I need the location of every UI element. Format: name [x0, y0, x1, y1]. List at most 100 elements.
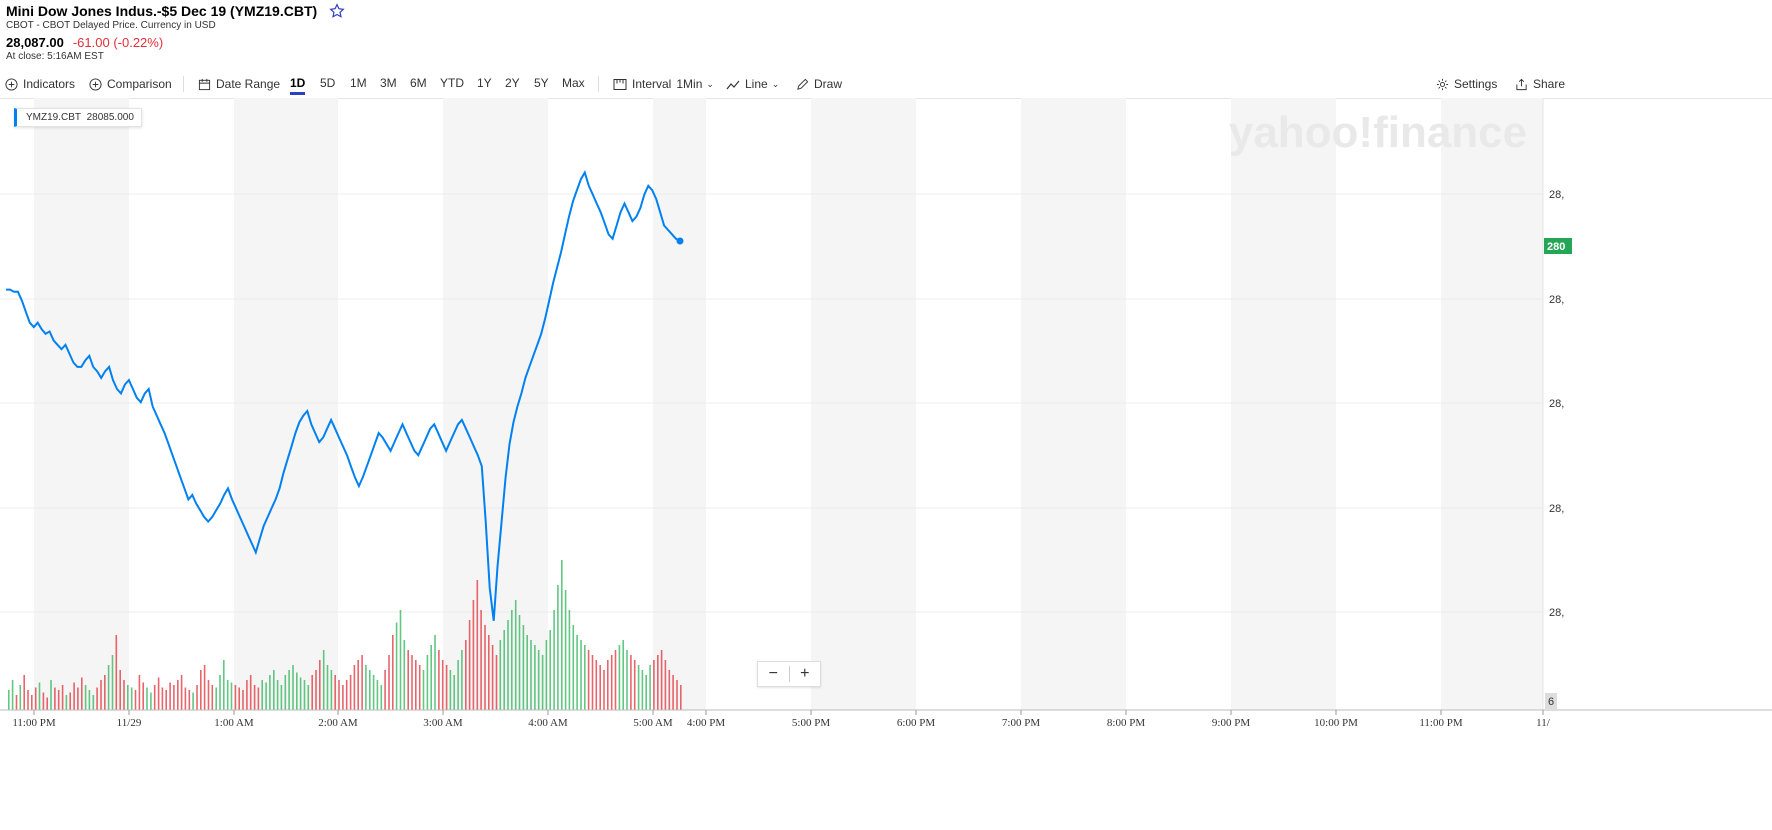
volume-bar [576, 635, 578, 710]
plus-circle-icon [89, 77, 102, 91]
volume-bar [499, 640, 502, 710]
pencil-icon [797, 78, 809, 90]
x-tick-label: 4:00 AM [528, 717, 568, 729]
volume-bar [361, 655, 363, 710]
volume-bar [8, 690, 10, 710]
series-legend: YMZ19.CBT 28085.000 [14, 108, 142, 127]
volume-bar [92, 695, 95, 710]
interval-button[interactable]: Interval 1Min ⌄ [613, 76, 714, 92]
volume-bar [311, 675, 313, 710]
volume-bar [453, 675, 455, 710]
volume-bar [242, 690, 244, 710]
volume-bar [564, 590, 567, 710]
volume-bar [511, 610, 513, 710]
volume-bar [69, 692, 71, 710]
volume-bar [422, 670, 425, 710]
volume-bar [426, 655, 429, 710]
volume-bar [253, 685, 256, 710]
volume-axis-tag [1545, 693, 1557, 709]
volume-bar [34, 687, 37, 710]
volume-bar [626, 650, 628, 710]
indicators-button[interactable]: Indicators [5, 76, 75, 92]
volume-bar [130, 687, 133, 710]
date-range-button[interactable]: Date Range [198, 76, 280, 92]
volume-bar [553, 610, 555, 710]
volume-bar [369, 670, 371, 710]
time-band [1441, 98, 1543, 710]
settings-button[interactable]: Settings [1436, 76, 1497, 92]
volume-bar [23, 675, 25, 710]
quote-change: -61.00 (-0.22%) [72, 35, 164, 50]
volume-bar [11, 680, 14, 710]
x-tick-label: 9:00 PM [1212, 717, 1250, 729]
range-1y[interactable]: 1Y [477, 76, 492, 90]
range-6m[interactable]: 6M [410, 76, 427, 90]
volume-bar [288, 670, 290, 710]
x-axis-ticks: 11:00 PM 11/29 1:00 AM 2:00 AM 3:00 AM 4:00 A… [12, 710, 1551, 729]
chart-type-button[interactable]: Line ⌄ [726, 76, 779, 92]
volume-bar [587, 650, 590, 710]
volume-bar [330, 670, 333, 710]
volume-bar [599, 665, 601, 710]
volume-bar [468, 620, 471, 710]
x-tick-label: 1:00 AM [214, 717, 254, 729]
volume-bars [8, 560, 682, 710]
volume-bar [27, 690, 29, 710]
volume-bar [676, 680, 678, 710]
quote-subtitle: CBOT - CBOT Delayed Price. Currency in U… [6, 20, 216, 31]
toolbar-divider [183, 76, 184, 92]
volume-bar [192, 692, 194, 710]
volume-bar [77, 687, 79, 710]
volume-bar [445, 665, 448, 710]
x-tick-label: 6:00 PM [897, 717, 935, 729]
volume-bar [127, 685, 129, 710]
range-5d[interactable]: 5D [320, 76, 336, 90]
volume-bar [641, 670, 644, 710]
range-1d[interactable]: 1D [290, 76, 306, 95]
range-1m[interactable]: 1M [350, 76, 367, 90]
volume-bar [150, 692, 152, 710]
volume-bar [603, 670, 605, 710]
volume-bar [403, 640, 406, 710]
zoom-out-button[interactable]: − [768, 665, 778, 682]
draw-button[interactable]: Draw [796, 76, 842, 92]
y-tick-label: 28, [1549, 607, 1564, 619]
volume-bar [54, 687, 56, 710]
range-ytd[interactable]: YTD [440, 76, 464, 90]
volume-bar [411, 655, 413, 710]
volume-bar [319, 660, 321, 710]
volume-bar [392, 635, 394, 710]
share-label: Share [1533, 77, 1566, 91]
volume-bar [307, 685, 310, 710]
time-band [443, 98, 548, 710]
price-chart[interactable]: yahoo!finance 28,28,28,28,28, 11:00 PM 11… [0, 98, 1772, 830]
share-button[interactable]: Share [1515, 76, 1565, 92]
volume-bar [584, 645, 586, 710]
comparison-label: Comparison [107, 77, 172, 91]
volume-bar [418, 665, 421, 710]
range-2y[interactable]: 2Y [505, 76, 520, 90]
comparison-button[interactable]: Comparison [89, 76, 172, 92]
range-3m[interactable]: 3M [380, 76, 397, 90]
volume-bar [668, 670, 671, 710]
volume-bar [104, 675, 106, 710]
zoom-in-button[interactable]: + [800, 665, 810, 682]
x-tick-label: 10:00 PM [1314, 717, 1358, 729]
volume-bar [680, 685, 682, 710]
range-5y[interactable]: 5Y [534, 76, 549, 90]
range-max[interactable]: Max [562, 76, 585, 90]
star-icon[interactable] [329, 3, 345, 19]
x-tick-label: 11/ [1536, 717, 1551, 729]
volume-bar [273, 670, 275, 710]
volume-bar [234, 685, 237, 710]
volume-bar [465, 640, 467, 710]
volume-bar [434, 635, 436, 710]
volume-bar [196, 685, 198, 710]
volume-bar [541, 655, 544, 710]
x-tick-label: 11:00 PM [12, 717, 56, 729]
volume-bar [315, 670, 317, 710]
volume-bar [614, 650, 617, 710]
volume-bar [491, 645, 494, 710]
volume-bar [180, 675, 183, 710]
volume-bar [81, 677, 83, 710]
